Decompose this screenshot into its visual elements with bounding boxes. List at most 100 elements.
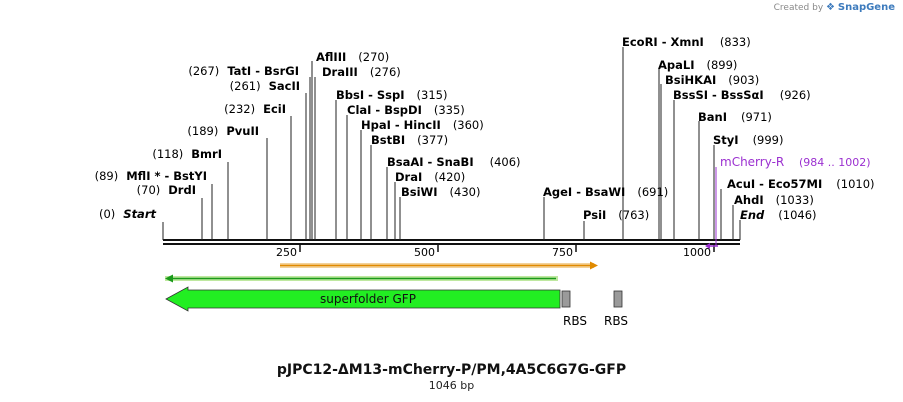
site-bsihkai-name: BsiHKAI [665, 73, 716, 87]
site-ecori-xmni[interactable]: EcoRI - XmnI (833) [622, 35, 751, 49]
site-drai-pos: (420) [434, 170, 465, 184]
site-afliii-pos: (270) [358, 50, 389, 64]
site-psii[interactable]: PsiI (763) [583, 208, 649, 222]
site-drdi-name: DrdI [168, 183, 196, 197]
site-draiii-pos: (276) [370, 65, 401, 79]
site-mfli-bstyi[interactable]: (89) MflI * - BstYI [95, 169, 207, 183]
site-end[interactable]: End (1046) [740, 208, 817, 222]
site-psii-pos: (763) [618, 208, 649, 222]
site-bsiwi-name: BsiWI [401, 185, 438, 199]
site-bsaai-pos: (406) [490, 155, 521, 169]
site-clai-bspdi[interactable]: ClaI - BspDI (335) [347, 103, 465, 117]
site-drdi[interactable]: (70) DrdI [137, 183, 196, 197]
site-afliii-name: AflIII [316, 50, 346, 64]
site-mfli-name: MflI * - BstYI [126, 169, 207, 183]
site-drai-name: DraI [395, 170, 422, 184]
site-bstbi[interactable]: BstBI (377) [371, 133, 448, 147]
orf-forward[interactable] [280, 261, 598, 270]
site-bmri-pos: (118) [152, 147, 183, 161]
site-bsssi[interactable]: BssSI - BssSαI (926) [673, 88, 811, 102]
site-start[interactable]: (0) Start [99, 207, 157, 221]
site-sacii[interactable]: (261) SacII [230, 79, 300, 93]
tick-label-250: 250 [276, 246, 297, 259]
site-acui-name: AcuI - Eco57MI [727, 177, 822, 191]
snapgene-logo-icon: ❖ [826, 2, 835, 13]
site-ecii[interactable]: (232) EciI [224, 102, 286, 116]
site-bsihkai[interactable]: BsiHKAI (903) [665, 73, 759, 87]
site-clai-pos: (335) [434, 103, 465, 117]
site-bsaai-name: BsaAI - SnaBI [387, 155, 474, 169]
site-end-name: End [740, 208, 765, 222]
site-acui-eco57mi[interactable]: AcuI - Eco57MI (1010) [727, 177, 875, 191]
site-hpai-name: HpaI - HincII [361, 118, 441, 132]
axis-ticks: 250 500 750 1000 [276, 244, 715, 259]
site-bbsi-name: BbsI - SspI [336, 88, 405, 102]
feature-rbs-1[interactable]: RBS [561, 290, 587, 328]
site-bmri-name: BmrI [191, 147, 222, 161]
site-hpai-hincii[interactable]: HpaI - HincII (360) [361, 118, 484, 132]
tick-label-500: 500 [414, 246, 435, 259]
plasmid-length: 1046 bp [428, 379, 475, 392]
site-drdi-pos: (70) [137, 183, 161, 197]
site-bsssi-name: BssSI - BssSαI [673, 88, 764, 102]
site-bsaai-snabi[interactable]: BsaAI - SnaBI (406) [387, 155, 521, 169]
site-bmri[interactable]: (118) BmrI [152, 147, 222, 161]
site-tati-bsrgi[interactable]: (267) TatI - BsrGI [188, 64, 299, 78]
site-pvuii-pos: (189) [187, 124, 218, 138]
primer-mcherry-r[interactable]: mCherry-R (984 .. 1002) [705, 155, 871, 249]
site-styi-pos: (999) [753, 133, 784, 147]
site-start-name: Start [123, 207, 156, 221]
site-end-pos: (1046) [778, 208, 816, 222]
site-pvuii-name: PvuII [226, 124, 259, 138]
site-bsihkai-pos: (903) [728, 73, 759, 87]
site-bsssi-pos: (926) [780, 88, 811, 102]
site-bstbi-pos: (377) [417, 133, 448, 147]
orf-reverse-arrowhead-icon [165, 274, 173, 283]
primer-arrowhead-icon [705, 243, 710, 249]
site-tati-name: TatI - BsrGI [227, 64, 299, 78]
site-ahdi[interactable]: AhdI (1033) [734, 193, 814, 207]
site-bstbi-name: BstBI [371, 133, 405, 147]
site-ahdi-name: AhdI [734, 193, 764, 207]
site-bbsi-pos: (315) [417, 88, 448, 102]
site-agei-bsawi[interactable]: AgeI - BsaWI (691) [543, 185, 668, 199]
credit-brand: SnapGene [837, 2, 895, 13]
site-leader-lines [162, 47, 741, 240]
site-ahdi-pos: (1033) [776, 193, 814, 207]
tick-label-750: 750 [552, 246, 573, 259]
site-apali[interactable]: ApaLI (899) [658, 58, 737, 72]
rbs-1-box [561, 290, 571, 308]
feature-rbs-2[interactable]: RBS [604, 290, 628, 328]
orf-reverse[interactable] [165, 274, 558, 283]
site-draiii-name: DraIII [322, 65, 358, 79]
rbs-2-label: RBS [604, 314, 628, 328]
site-bsiwi[interactable]: BsiWI (430) [401, 185, 480, 199]
site-bbsi-sspi[interactable]: BbsI - SspI (315) [336, 88, 447, 102]
site-bani[interactable]: BanI (971) [698, 110, 772, 124]
site-draiii[interactable]: DraIII (276) [322, 65, 401, 79]
site-sacii-name: SacII [269, 79, 300, 93]
site-pvuii[interactable]: (189) PvuII [187, 124, 259, 138]
site-agei-pos: (691) [637, 185, 668, 199]
site-ecori-pos: (833) [720, 35, 751, 49]
site-start-pos: (0) [99, 207, 115, 221]
rbs-2-box [613, 290, 623, 308]
credit-prefix: Created by [773, 3, 824, 13]
rbs-1-label: RBS [563, 314, 587, 328]
site-ecii-name: EciI [263, 102, 286, 116]
primer-range: (984 .. 1002) [799, 156, 871, 169]
site-styi[interactable]: StyI (999) [713, 133, 784, 147]
gfp-label: superfolder GFP [320, 292, 416, 306]
site-bani-name: BanI [698, 110, 727, 124]
feature-superfolder-gfp[interactable]: superfolder GFP [165, 286, 561, 312]
site-afliii[interactable]: AflIII (270) [316, 50, 389, 64]
site-drai[interactable]: DraI (420) [395, 170, 465, 184]
primer-name: mCherry-R [720, 155, 784, 169]
snapgene-credit: Created by ❖ SnapGene [774, 2, 895, 13]
site-apali-pos: (899) [707, 58, 738, 72]
gfp-arrow-shape [165, 286, 561, 312]
site-ecori-name: EcoRI - XmnI [622, 35, 704, 49]
site-agei-name: AgeI - BsaWI [543, 185, 625, 199]
site-styi-name: StyI [713, 133, 739, 147]
